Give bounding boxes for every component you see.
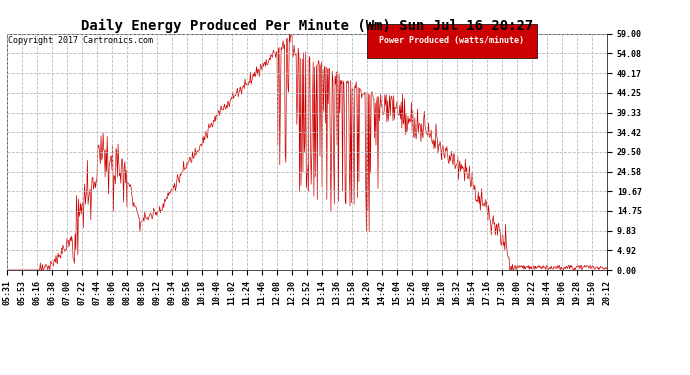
Text: Copyright 2017 Cartronics.com: Copyright 2017 Cartronics.com (8, 36, 153, 45)
Text: Power Produced (watts/minute): Power Produced (watts/minute) (379, 36, 524, 45)
Title: Daily Energy Produced Per Minute (Wm) Sun Jul 16 20:27: Daily Energy Produced Per Minute (Wm) Su… (81, 18, 533, 33)
